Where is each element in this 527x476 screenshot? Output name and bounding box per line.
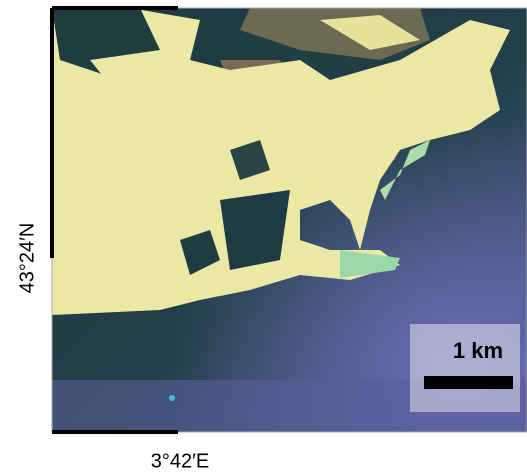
scale-bar <box>424 376 513 389</box>
scale-label: 1 km <box>453 338 503 363</box>
frame-tick <box>52 6 178 10</box>
frame-tick <box>52 430 178 434</box>
page: 1 km 43°24′N 3°42′E (() => { const data … <box>0 0 527 476</box>
latitude-label: 43°24′N <box>16 223 38 294</box>
longitude-label: 3°42′E <box>151 450 209 472</box>
map-figure: 1 km 43°24′N 3°42′E <box>0 0 527 476</box>
frame-tick <box>50 8 54 258</box>
